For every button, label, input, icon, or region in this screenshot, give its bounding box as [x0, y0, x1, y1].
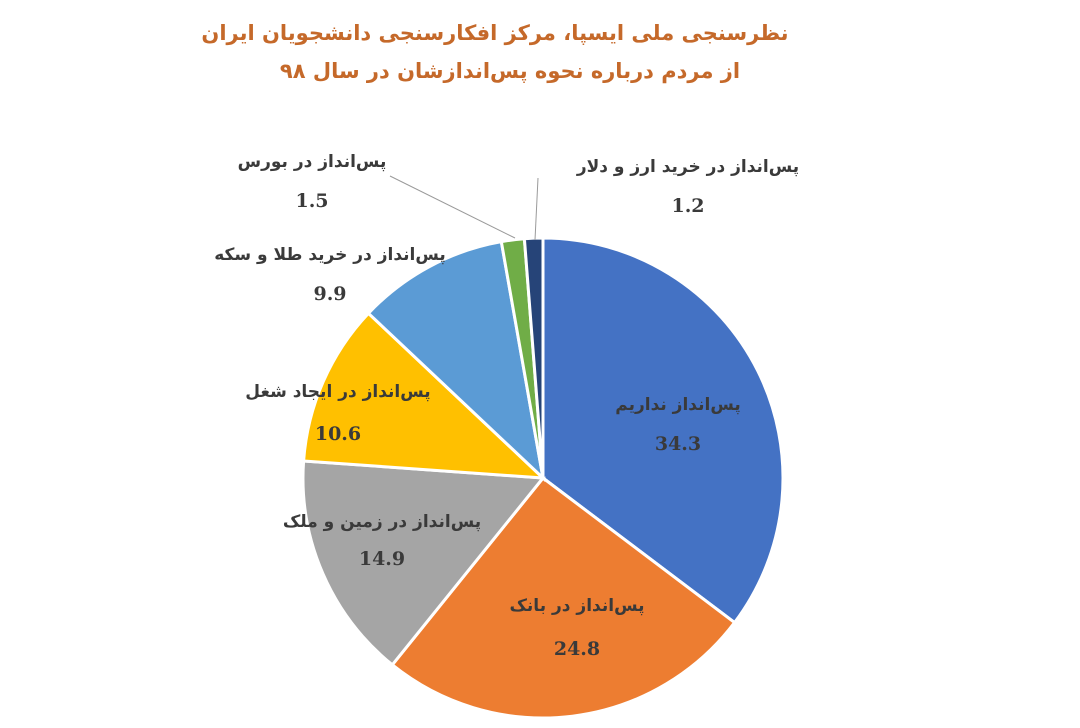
- slice-value: 24.8: [554, 638, 600, 660]
- pie-slice: [302, 311, 548, 480]
- pie-slices: [301, 236, 785, 720]
- slice-value: 14.9: [359, 548, 405, 570]
- slice-label: پس‌انداز در بورس: [238, 152, 387, 172]
- pie-slice: [522, 236, 545, 479]
- title-line-1: نظرسنجی ملی ایسپا، مرکز افکارسنجی دانشجو…: [201, 21, 789, 45]
- slice-label: پس‌انداز در زمین و ملک: [283, 512, 481, 532]
- pie-slice: [301, 459, 546, 667]
- leader-line: [389, 175, 516, 239]
- leader-line: [534, 177, 539, 241]
- slice-value: 9.9: [313, 283, 346, 305]
- pie-slice: [366, 239, 546, 483]
- slice-label: پس‌انداز در بانک: [510, 596, 645, 616]
- slice-value: 1.2: [671, 195, 704, 217]
- slice-label: پس‌انداز در ایجاد شغل: [245, 382, 430, 402]
- chart-title: نظرسنجی ملی ایسپا، مرکز افکارسنجی دانشجو…: [0, 14, 1080, 90]
- pie-slice: [390, 475, 737, 720]
- slice-value: 34.3: [655, 433, 701, 455]
- leader-lines: [389, 175, 539, 241]
- slice-value: 1.5: [295, 190, 328, 212]
- slice-value: 10.6: [315, 423, 361, 445]
- pie-slice: [541, 236, 785, 625]
- slice-label: پس‌انداز نداریم: [615, 395, 741, 415]
- slice-label: پس‌انداز در خرید ارز و دلار: [576, 157, 799, 177]
- slice-labels: پس‌انداز نداریم 34.3 پس‌انداز در بانک 24.8 پ…: [214, 152, 799, 660]
- title-line-2: از مردم درباره نحوه پس‌اندازشان در سال ۹…: [279, 59, 741, 83]
- slice-label: پس‌انداز در خرید طلا و سکه: [214, 245, 446, 265]
